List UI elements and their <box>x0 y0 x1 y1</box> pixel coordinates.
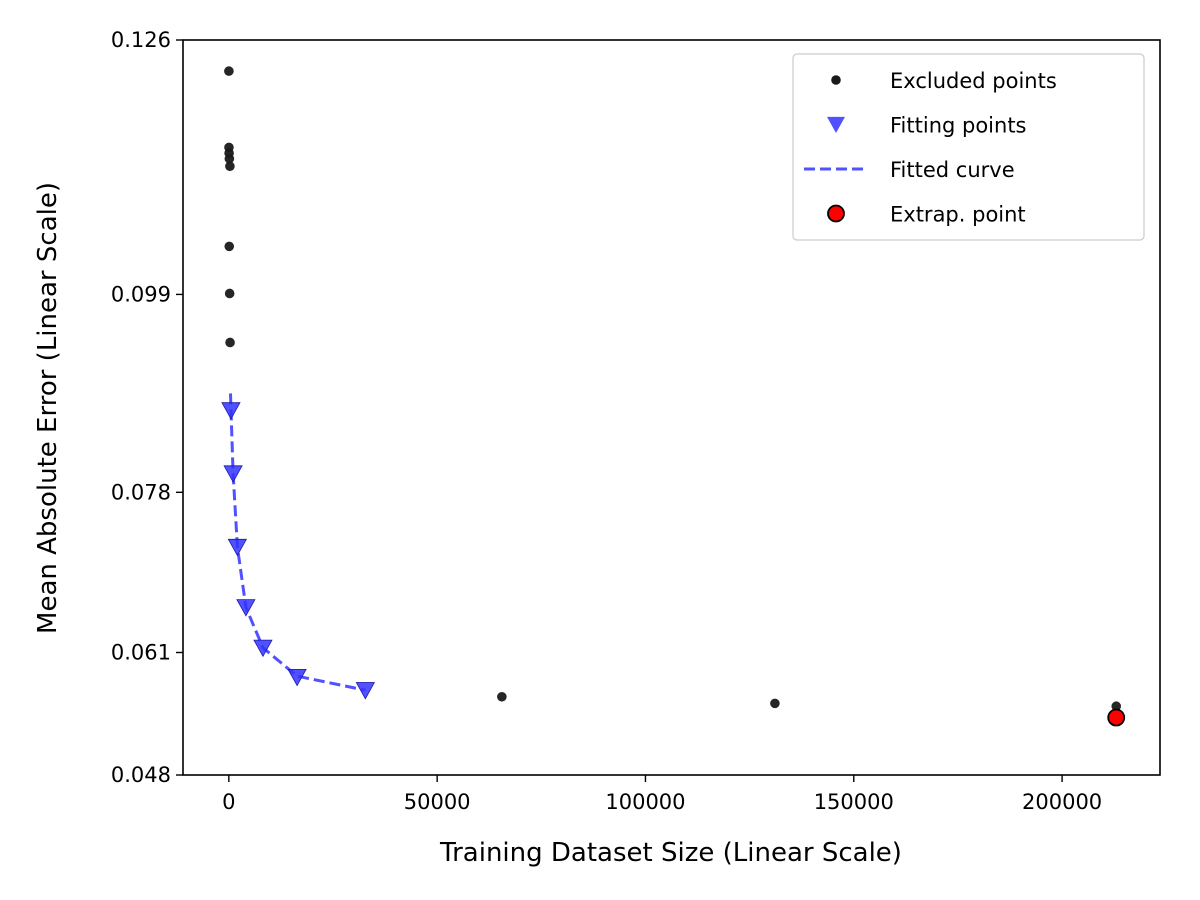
x-tick-label: 50000 <box>404 790 471 814</box>
excluded-point <box>224 241 235 252</box>
marker-layer <box>221 66 1126 727</box>
fitting-point <box>227 538 248 557</box>
fitting-point <box>221 402 241 420</box>
x-tick-label: 100000 <box>605 790 685 814</box>
legend-item: Fitted curve <box>804 158 1015 182</box>
excluded-point <box>224 153 235 164</box>
legend-item: Fitting points <box>827 114 1027 138</box>
y-tick-label: 0.099 <box>111 282 171 306</box>
fitting-point <box>223 465 243 483</box>
excluded-point <box>1111 701 1122 712</box>
fitting-point <box>253 639 273 658</box>
x-axis-title: Training Dataset Size (Linear Scale) <box>439 838 902 868</box>
legend-item: Excluded points <box>831 69 1057 93</box>
y-tick-label: 0.061 <box>111 641 171 665</box>
excluded-point <box>770 698 780 709</box>
plot-frame <box>182 39 1161 776</box>
excluded-point <box>497 691 507 702</box>
legend-label: Extrap. point <box>890 203 1026 227</box>
fitting-point <box>355 682 376 700</box>
y-tick-label: 0.126 <box>111 28 171 52</box>
legend-swatch-fitting <box>827 116 845 134</box>
legend-label: Fitting points <box>890 114 1027 138</box>
x-tick-label: 150000 <box>814 790 894 814</box>
y-tick-label: 0.048 <box>111 763 171 787</box>
legend-swatch-extrap <box>827 204 845 223</box>
legend-box <box>792 53 1145 241</box>
extrapolated-point <box>1107 708 1126 727</box>
excluded-point <box>225 337 235 348</box>
x-axis-ticks: 0 50000 100000 150000 200000 <box>222 775 1102 814</box>
y-axis-title: Mean Absolute Error (Linear Scale) <box>33 182 63 634</box>
excluded-point <box>224 66 234 76</box>
excluded-point <box>224 288 235 299</box>
legend-item: Extrap. point <box>827 203 1026 227</box>
y-axis-ticks: 0.048 0.061 0.078 0.099 0.126 <box>111 28 183 787</box>
legend-label: Excluded points <box>890 69 1057 93</box>
fitting-point <box>287 668 307 687</box>
legend-label: Fitted curve <box>890 158 1015 182</box>
x-tick-label: 200000 <box>1022 790 1102 814</box>
legend-swatch-excluded <box>831 75 841 85</box>
x-tick-label: 0 <box>222 790 235 814</box>
excluded-point <box>225 161 235 172</box>
fitting-point <box>236 599 256 617</box>
legend: Excluded points Fitting points Fitted curv… <box>792 53 1145 241</box>
y-tick-label: 0.078 <box>111 480 171 504</box>
